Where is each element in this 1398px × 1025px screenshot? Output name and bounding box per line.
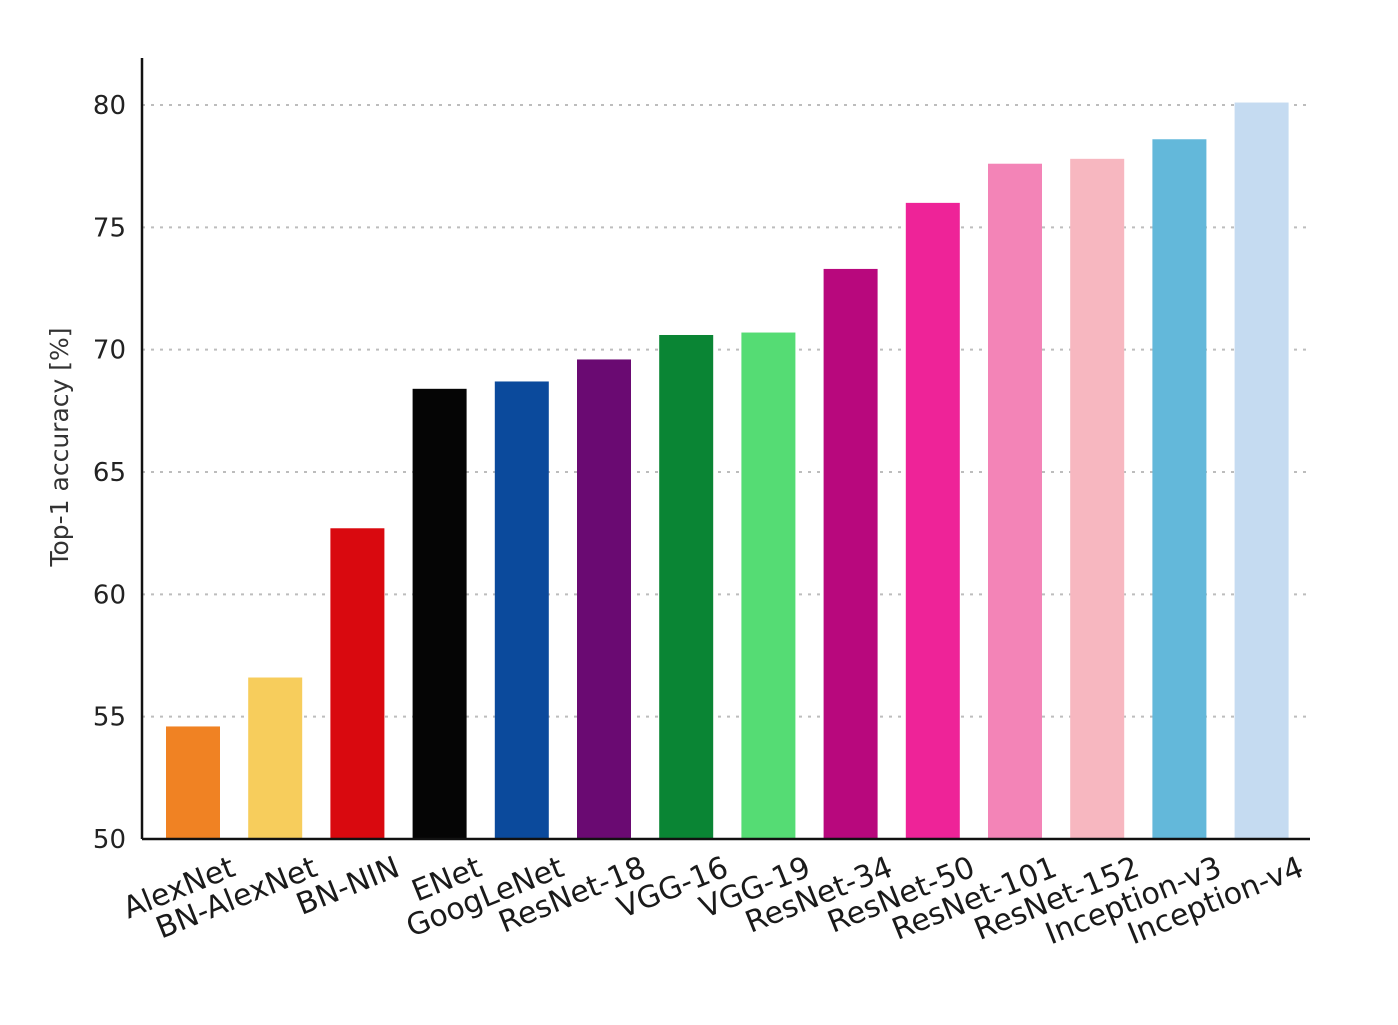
bars (166, 102, 1289, 840)
bar (494, 381, 549, 839)
bar (1152, 139, 1207, 840)
bar (659, 334, 714, 839)
y-tick-label: 50 (93, 825, 126, 855)
bar (166, 726, 220, 839)
y-tick-label: 55 (93, 703, 126, 733)
bar (330, 528, 385, 839)
bar (905, 202, 960, 839)
y-axis-title: Top-1 accuracy [%] (45, 327, 74, 567)
y-tick-label: 80 (93, 91, 126, 121)
axes (140, 58, 1310, 841)
bar (988, 163, 1042, 840)
y-tick-label: 60 (93, 580, 126, 610)
bar (248, 677, 303, 839)
bar (1234, 102, 1289, 839)
grid-lines (142, 104, 1310, 718)
y-tick-label: 75 (93, 213, 126, 243)
bar (741, 332, 796, 839)
bar (577, 359, 631, 839)
bar (1070, 158, 1125, 839)
bar (412, 388, 467, 839)
y-tick-label: 65 (93, 458, 126, 488)
y-tick-labels: 50 55 60 65 70 75 80 (93, 91, 126, 855)
bar (823, 268, 878, 840)
y-tick-label: 70 (93, 336, 126, 366)
